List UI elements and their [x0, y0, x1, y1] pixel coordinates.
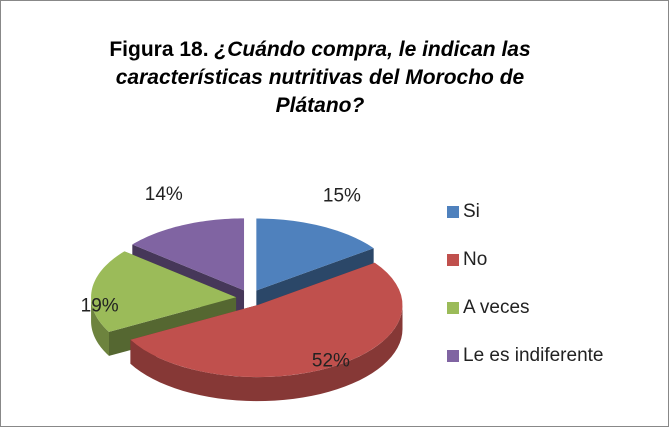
slice-side — [130, 305, 403, 402]
data-label: 52% — [312, 351, 350, 372]
legend-label: Le es indiferente — [463, 345, 604, 366]
slice-side — [91, 297, 109, 356]
title-question: ¿Cuándo compra, le indican las caracterí… — [115, 38, 531, 117]
data-label: 15% — [323, 185, 361, 206]
figure-label: Figura 18. — [109, 38, 209, 61]
legend-swatch — [447, 254, 459, 266]
slice — [132, 218, 245, 291]
legend-label: A veces — [463, 297, 530, 318]
slice — [91, 251, 237, 332]
chart-title: Figura 18. ¿Cuándo compra, le indican la… — [95, 36, 545, 120]
legend-swatch — [447, 206, 459, 218]
slice — [256, 218, 374, 291]
data-label: 19% — [81, 295, 119, 316]
legend-label: No — [463, 249, 487, 270]
slice — [130, 262, 403, 378]
legend-swatch — [447, 350, 459, 362]
data-label: 14% — [145, 184, 183, 205]
legend-swatch — [447, 302, 459, 314]
legend-label: Si — [463, 201, 480, 222]
